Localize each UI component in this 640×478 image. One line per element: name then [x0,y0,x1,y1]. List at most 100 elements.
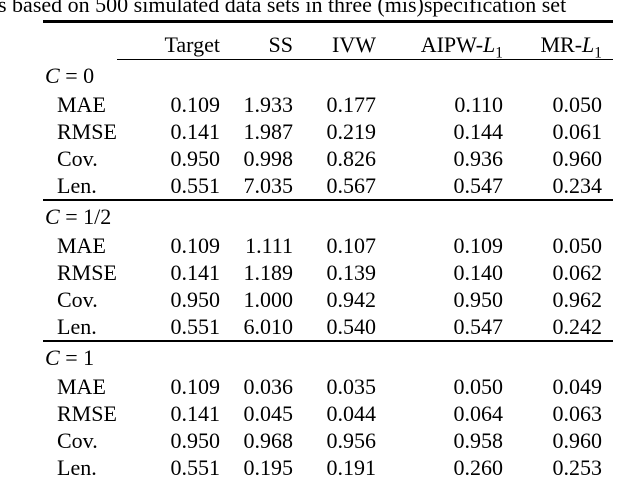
results-table: Target SS IVW AIPW-L1 MR-L1 C = 0 MAE 0.10… [43,20,613,478]
value-cell: 0.234 [552,173,603,198]
value-cell: 1.111 [245,233,293,258]
value-cell: 0.950 [170,287,221,312]
value-cell: 0.191 [326,455,377,478]
row-label: RMSE [57,260,117,285]
row-label: Cov. [57,146,98,171]
table-caption: s based on 500 simulated data sets in th… [0,0,567,17]
row-label: Len. [57,455,97,478]
value-cell: 0.141 [170,260,221,285]
value-cell: 0.551 [170,455,221,478]
value-cell: 0.044 [326,401,377,426]
value-cell: 0.547 [453,173,504,198]
metric-row-c0-cov: Cov. 0.950 0.998 0.826 0.936 0.960 [43,145,613,172]
group-row-c-half: C = 1/2 [43,200,613,232]
value-cell: 0.140 [453,260,504,285]
value-cell: 0.950 [170,146,221,171]
value-cell: 7.035 [243,173,294,198]
group-label: C = 1/2 [45,204,112,229]
metric-row-c-half-len: Len. 0.551 6.010 0.540 0.547 0.242 [43,313,613,341]
metric-row-c0-len: Len. 0.551 7.035 0.567 0.547 0.234 [43,172,613,200]
value-cell: 0.109 [170,92,221,117]
row-label: MAE [57,374,106,399]
value-cell: 0.547 [453,314,504,339]
value-cell: 0.036 [243,374,294,399]
row-label: RMSE [57,119,117,144]
header-ss-label: SS [268,32,293,57]
value-cell: 0.061 [552,119,603,144]
value-cell: 0.253 [552,455,603,478]
value-cell: 0.960 [552,146,603,171]
header-aipw-var: L [483,32,496,57]
group-var: C [45,345,60,370]
header-ivw: IVW [293,21,376,60]
value-cell: 0.109 [170,233,221,258]
row-label: Len. [57,173,97,198]
row-label: MAE [57,233,106,258]
value-cell: 0.956 [326,428,377,453]
row-label: Cov. [57,287,98,312]
row-label: Len. [57,314,97,339]
value-cell: 1.987 [243,119,294,144]
value-cell: 0.260 [453,455,504,478]
row-label: Cov. [57,428,98,453]
value-cell: 0.110 [454,92,503,117]
value-cell: 0.177 [326,92,377,117]
group-row-c1: C = 1 [43,341,613,373]
value-cell: 0.567 [326,173,377,198]
value-cell: 0.942 [326,287,377,312]
value-cell: 1.189 [243,260,294,285]
value-cell: 0.139 [326,260,377,285]
value-cell: 0.141 [170,119,221,144]
header-aipw-sub: 1 [495,44,503,62]
value-cell: 0.962 [552,287,603,312]
row-label: RMSE [57,401,117,426]
metric-row-c1-len: Len. 0.551 0.195 0.191 0.260 0.253 [43,454,613,478]
metric-row-c1-cov: Cov. 0.950 0.968 0.956 0.958 0.960 [43,427,613,454]
value-cell: 0.050 [552,92,603,117]
value-cell: 1.000 [243,287,294,312]
value-cell: 0.144 [453,119,504,144]
value-cell: 0.109 [453,233,504,258]
value-cell: 0.045 [243,401,294,426]
row-label: MAE [57,92,106,117]
metric-row-c-half-mae: MAE 0.109 1.111 0.107 0.109 0.050 [43,232,613,259]
value-cell: 0.195 [243,455,294,478]
header-aipw-label: AIPW- [420,32,484,57]
value-cell: 0.141 [170,401,221,426]
value-cell: 0.960 [552,428,603,453]
value-cell: 0.936 [453,146,504,171]
value-cell: 0.107 [326,233,377,258]
value-cell: 0.062 [552,260,603,285]
value-cell: 0.063 [552,401,603,426]
header-aipw-l1: AIPW-L1 [376,21,503,62]
value-cell: 0.958 [453,428,504,453]
header-mr-sub: 1 [594,44,602,62]
value-cell: 6.010 [243,314,294,339]
value-cell: 0.049 [552,374,603,399]
metric-row-c0-rmse: RMSE 0.141 1.987 0.219 0.144 0.061 [43,118,613,145]
header-row: Target SS IVW AIPW-L1 MR-L1 [43,21,613,62]
value-cell: 0.551 [170,173,221,198]
value-cell: 0.050 [453,374,504,399]
metric-row-c1-rmse: RMSE 0.141 0.045 0.044 0.064 0.063 [43,400,613,427]
metric-row-c1-mae: MAE 0.109 0.036 0.035 0.050 0.049 [43,373,613,400]
value-cell: 0.826 [326,146,377,171]
header-mr-l1: MR-L1 [503,21,613,62]
group-label: C = 1 [45,345,95,370]
value-cell: 0.540 [326,314,377,339]
section-c0: C = 0 MAE 0.109 1.933 0.177 0.110 0.050 RMSE 0.1… [43,60,613,201]
value-cell: 0.035 [326,374,377,399]
value-cell: 0.109 [170,374,221,399]
value-cell: 0.242 [552,314,603,339]
metric-row-c-half-cov: Cov. 0.950 1.000 0.942 0.950 0.962 [43,286,613,313]
header-ivw-label: IVW [332,32,376,57]
value-cell: 0.950 [453,287,504,312]
value-cell: 1.933 [243,92,294,117]
group-var: C [45,63,60,88]
group-label: C = 0 [45,63,95,88]
section-c1: C = 1 MAE 0.109 0.036 0.035 0.050 0.049 RMSE 0.1… [43,341,613,478]
value-cell: 0.950 [170,428,221,453]
section-c-half: C = 1/2 MAE 0.109 1.111 0.107 0.109 0.050 RMSE 0… [43,200,613,341]
header-target: Target [117,21,220,60]
